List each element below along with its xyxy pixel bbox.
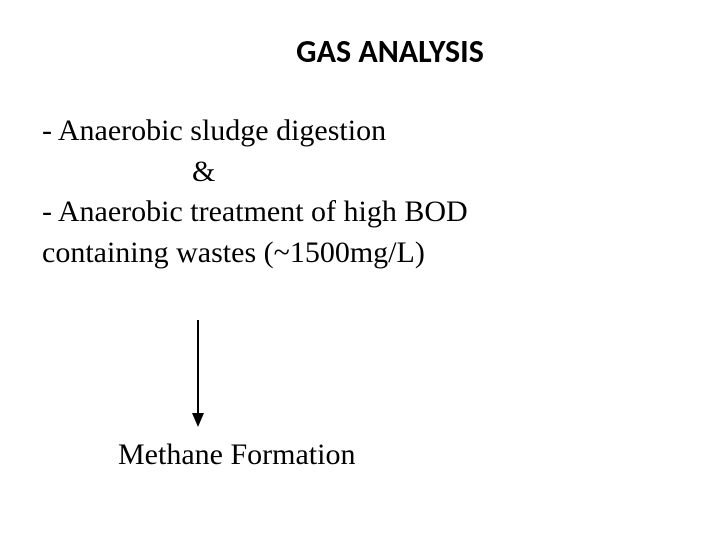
ampersand-connector: & (42, 152, 720, 193)
down-arrow-icon (188, 320, 208, 435)
bullet-line-2: - Anaerobic treatment of high BOD (42, 192, 720, 233)
content-block: - Anaerobic sludge digestion & - Anaerob… (0, 71, 720, 273)
bullet-line-3: containing wastes (~1500mg/L) (42, 233, 720, 274)
result-text: Methane Formation (118, 438, 355, 472)
page-title: GAS ANALYSIS (0, 0, 720, 71)
bullet-line-1: - Anaerobic sludge digestion (42, 111, 720, 152)
